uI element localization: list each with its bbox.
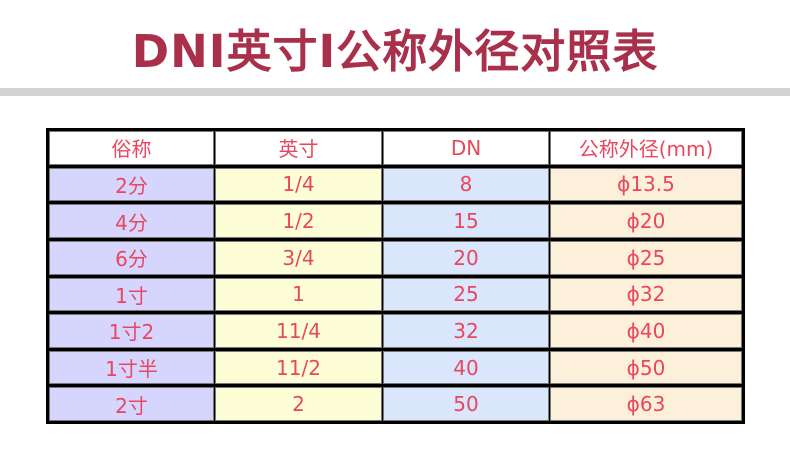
table-cell: 15 [383, 204, 549, 238]
table-cell: 1寸2 [49, 314, 214, 348]
table-header-cell: DN [383, 131, 549, 165]
table-cell: ϕ32 [550, 277, 742, 312]
table-cell: 1寸半 [49, 350, 214, 385]
table-cell: 2寸 [49, 387, 214, 421]
table-cell: 20 [383, 240, 549, 275]
table-cell: 50 [383, 387, 549, 421]
table-cell: 1寸 [49, 277, 214, 312]
table-cell: 2 [215, 387, 382, 421]
size-table: 俗称 英寸 DN 公称外径(mm) 2分 1/4 8 ϕ13.5 4分 1/2 15 ϕ20 6分 3/4… [46, 128, 745, 424]
table-header-cell: 俗称 [49, 131, 214, 165]
table-cell: 11/4 [215, 314, 382, 348]
table-cell: ϕ13.5 [550, 167, 742, 202]
table-cell: 8 [383, 167, 549, 202]
divider [0, 88, 790, 96]
table-cell: 2分 [49, 167, 214, 202]
table-cell: 40 [383, 350, 549, 385]
table-cell: ϕ20 [550, 204, 742, 238]
page-title: DNI英寸I公称外径对照表 [131, 25, 659, 78]
table-cell: 1/4 [215, 167, 382, 202]
table-cell: 6分 [49, 240, 214, 275]
table-cell: 25 [383, 277, 549, 312]
table-cell: 1 [215, 277, 382, 312]
table-cell: 32 [383, 314, 549, 348]
table-cell: 4分 [49, 204, 214, 238]
table-header-cell: 公称外径(mm) [550, 131, 742, 165]
table-cell: ϕ25 [550, 240, 742, 275]
table-header-cell: 英寸 [215, 131, 382, 165]
table-cell: 11/2 [215, 350, 382, 385]
table-cell: ϕ63 [550, 387, 742, 421]
table-cell: 1/2 [215, 204, 382, 238]
table-cell: 3/4 [215, 240, 382, 275]
table-cell: ϕ50 [550, 350, 742, 385]
table-cell: ϕ40 [550, 314, 742, 348]
